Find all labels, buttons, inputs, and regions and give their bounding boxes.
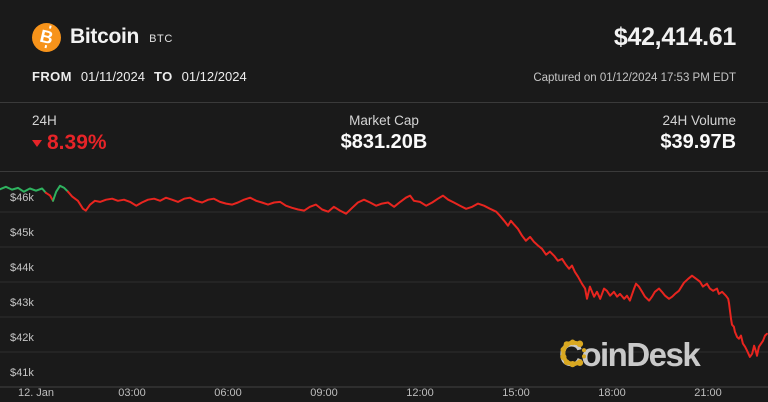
date-range: FROM 01/11/2024 TO 01/12/2024 (32, 69, 247, 84)
header: B Bitcoin BTC $42,414.61 FROM 01/11/2024… (0, 0, 768, 103)
coin-identity: B Bitcoin BTC (32, 22, 173, 52)
svg-text:15:00: 15:00 (502, 387, 530, 399)
coindesk-wordmark: CoinDesk (559, 336, 701, 373)
coin-name: Bitcoin (70, 25, 140, 48)
market-cap-value: $831.20B (340, 131, 428, 153)
from-label: FROM (32, 69, 72, 84)
svg-text:$45k: $45k (10, 227, 34, 239)
bitcoin-icon: B (32, 22, 61, 52)
change-percent: 8.39% (47, 131, 107, 154)
from-date: 01/11/2024 (80, 69, 145, 84)
change-value: 8.39% (32, 131, 267, 155)
arrow-down-icon (32, 139, 42, 147)
svg-text:21:00: 21:00 (694, 387, 722, 399)
stat-market-cap: Market Cap $831.20B (267, 113, 502, 171)
svg-text:09:00: 09:00 (310, 387, 338, 399)
svg-text:$44k: $44k (10, 262, 34, 274)
svg-text:$42k: $42k (10, 332, 34, 344)
svg-text:12:00: 12:00 (406, 387, 434, 399)
to-date: 01/12/2024 (181, 69, 247, 84)
svg-text:06:00: 06:00 (214, 387, 242, 399)
current-price: $42,414.61 (613, 22, 736, 51)
captured-timestamp: Captured on 01/12/2024 17:53 PM EDT (533, 72, 736, 84)
volume-label: 24H Volume (662, 113, 737, 128)
stat-24h-volume: 24H Volume $39.97B (501, 113, 736, 171)
change-label: 24H (32, 113, 57, 128)
volume-value: $39.97B (660, 131, 737, 153)
svg-text:$43k: $43k (10, 297, 34, 309)
to-label: TO (153, 69, 173, 84)
coindesk-logo: CoinDesk (559, 336, 701, 373)
svg-text:$41k: $41k (10, 367, 34, 379)
stat-24h-change: 24H 8.39% (32, 113, 267, 171)
svg-text:12. Jan: 12. Jan (18, 387, 54, 399)
svg-text:18:00: 18:00 (598, 387, 626, 399)
price-chart: $46k $45k $44k $43k $42k $41k 12. Jan 03:00 06:0… (0, 172, 768, 401)
svg-text:03:00: 03:00 (118, 387, 146, 399)
market-cap-label: Market Cap (349, 113, 419, 128)
svg-text:$46k: $46k (10, 192, 34, 204)
stats-bar: 24H 8.39% Market Cap $831.20B 24H Volume… (0, 103, 768, 172)
coin-symbol: BTC (149, 32, 173, 45)
